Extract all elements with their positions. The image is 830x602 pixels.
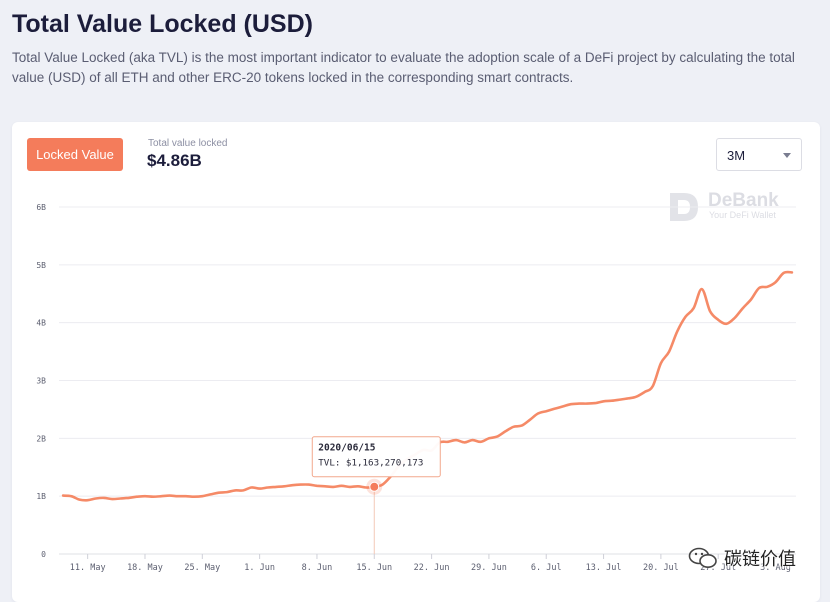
- y-tick-label: 5B: [36, 261, 46, 270]
- x-tick-label: 15. Jun: [356, 563, 392, 573]
- watermark-tagline: Your DeFi Wallet: [709, 210, 776, 220]
- locked-value-button[interactable]: Locked Value: [27, 138, 123, 171]
- tvl-line-chart: 0 1B 2B 3B 4B 5B 6B 11. May 18. May 25. May 1. Jun…: [36, 203, 796, 573]
- y-tick-label: 4B: [36, 319, 46, 328]
- y-tick-label: 0: [41, 550, 46, 559]
- watermark-brand: DeBank: [708, 190, 779, 211]
- chevron-down-icon: [783, 153, 791, 158]
- x-tick-label: 13. Jul: [586, 563, 622, 573]
- hover-point: [369, 481, 380, 492]
- x-tick-label: 29. Jun: [471, 563, 507, 573]
- wechat-watermark: 碳链价值: [688, 546, 796, 570]
- x-tick-label: 18. May: [127, 563, 163, 573]
- x-tick-label: 3. Aug: [760, 563, 791, 573]
- x-tick-label: 8. Jun: [302, 563, 333, 573]
- chart-card: Locked Value Total value locked $4.86B 3…: [12, 122, 820, 602]
- period-select[interactable]: 3M: [716, 138, 802, 171]
- x-tick-label: 11. May: [70, 563, 106, 573]
- wechat-icon: [688, 547, 717, 568]
- period-select-value: 3M: [727, 148, 746, 163]
- tooltip-value: TVL: $1,163,270,173: [318, 458, 423, 469]
- x-tick-label: 6. Jul: [531, 563, 562, 573]
- y-tick-label: 6B: [36, 203, 46, 212]
- tvl-value: $4.86B: [147, 151, 202, 170]
- tooltip-date: 2020/06/15: [318, 443, 375, 454]
- tooltip-box: [311, 436, 441, 478]
- page-title: Total Value Locked (USD): [12, 10, 313, 38]
- x-tick-label: 25. May: [184, 563, 220, 573]
- x-tick-label: 22. Jun: [414, 563, 450, 573]
- tvl-label: Total value locked: [148, 138, 228, 149]
- wechat-account-name: 碳链价值: [724, 549, 796, 570]
- y-tick-label: 2B: [36, 434, 46, 443]
- y-tick-label: 1B: [36, 492, 46, 501]
- page-description: Total Value Locked (aka TVL) is the most…: [12, 50, 795, 85]
- x-tick-label: 27. Jul: [700, 563, 736, 573]
- y-tick-label: 3B: [36, 377, 46, 386]
- x-tick-label: 20. Jul: [643, 563, 679, 573]
- x-tick-label: 1. Jun: [244, 563, 275, 573]
